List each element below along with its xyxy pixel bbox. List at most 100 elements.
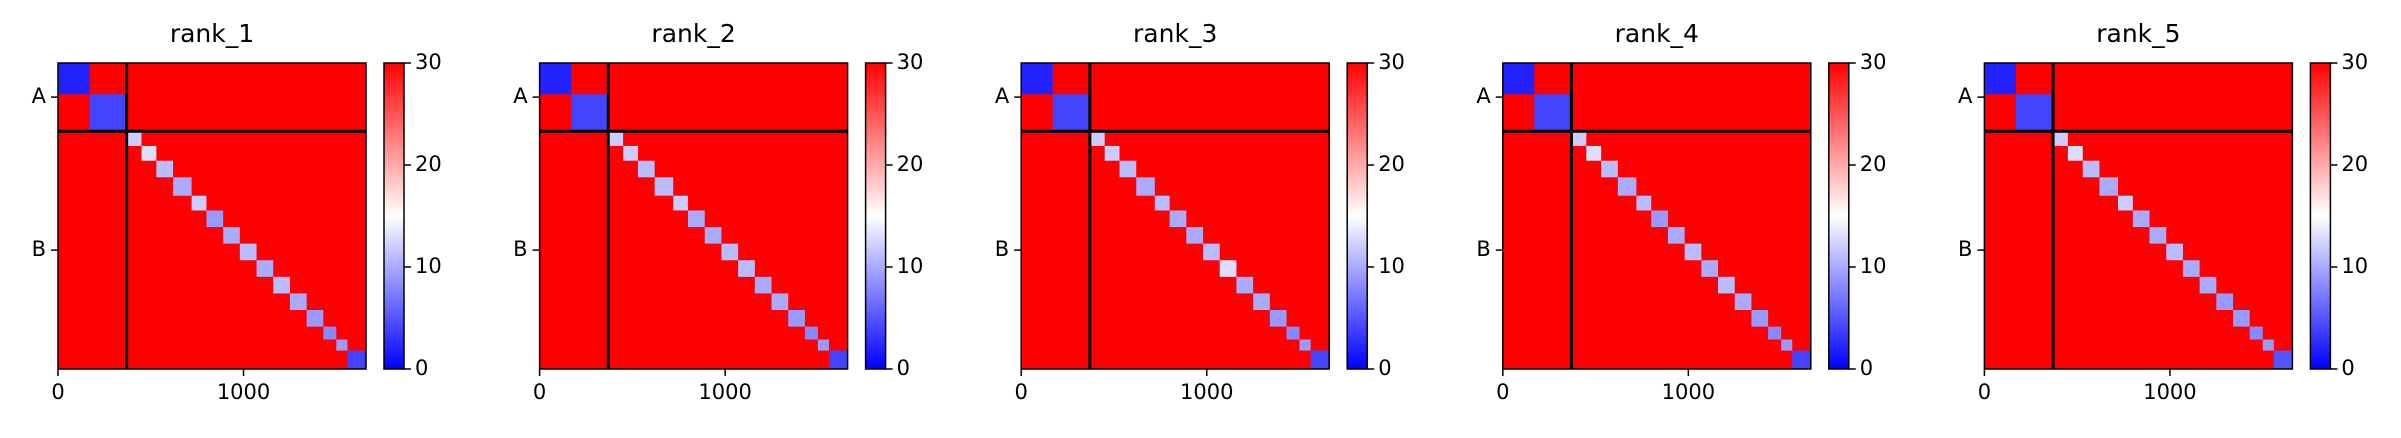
heatmap-block — [1219, 260, 1237, 277]
colorbar-tick-label: 30 — [2341, 50, 2368, 74]
panel-title: rank_4 — [1615, 19, 1699, 48]
heatmap-block — [1751, 310, 1769, 327]
panel: rank_5 0 1000 A B 0 10 20 30 — [1958, 19, 2368, 404]
heatmap-block — [1104, 145, 1120, 161]
heatmap-block — [2053, 131, 2068, 146]
heatmap-block — [1781, 339, 1793, 351]
y-tick-label: A — [32, 84, 47, 108]
heatmap-block — [1299, 339, 1311, 351]
colorbar-tick-label: 20 — [1378, 152, 1405, 176]
colorbar-tick-label: 0 — [1860, 356, 1873, 380]
heatmap-block — [1534, 94, 1572, 132]
heatmap-block — [1310, 350, 1330, 369]
heatmap-block — [608, 131, 624, 146]
heatmap-block — [804, 326, 818, 340]
x-tick-label: 0 — [1015, 380, 1028, 404]
heatmap-block — [1203, 243, 1220, 261]
heatmap-block — [688, 210, 705, 228]
heatmap-block — [2067, 145, 2083, 161]
x-tick-label: 0 — [51, 380, 64, 404]
heatmap-block — [2233, 310, 2250, 327]
colorbar-tick-label: 30 — [1860, 50, 1887, 74]
heatmap-block — [704, 227, 722, 244]
panel-title: rank_1 — [170, 19, 254, 48]
plot-frame — [1983, 62, 2294, 370]
heatmap-block — [1169, 210, 1187, 228]
heatmap-block — [1253, 293, 1270, 311]
heatmap-block — [347, 350, 366, 369]
colorbar-tick-label: 30 — [415, 50, 442, 74]
x-tick-label: 0 — [533, 380, 546, 404]
heatmap-block — [58, 63, 90, 95]
colorbar-tick-label: 0 — [2341, 356, 2354, 380]
heatmap-block — [2117, 195, 2133, 211]
colorbar-tick-label: 20 — [2341, 152, 2368, 176]
heatmap-block — [1269, 310, 1287, 327]
x-tick-label: 0 — [1978, 380, 1991, 404]
y-tick-label: B — [1958, 237, 1972, 261]
heatmap-block — [1651, 210, 1668, 228]
x-tick-label: 1000 — [2143, 380, 2196, 404]
heatmap-block — [223, 227, 240, 244]
panel: rank_2 0 1000 A B 0 10 20 30 — [513, 19, 923, 404]
heatmap-block — [1792, 350, 1811, 369]
colorbar-tick-label: 10 — [415, 254, 442, 278]
colorbar-tick-label: 0 — [897, 356, 910, 380]
heatmap-block — [673, 195, 689, 211]
heatmap-block — [1718, 276, 1735, 294]
plot-frame — [1020, 62, 1330, 370]
colorbar-tick-label: 20 — [415, 152, 442, 176]
heatmap-block — [1089, 131, 1105, 146]
x-tick-label: 1000 — [698, 380, 751, 404]
heatmap-block — [323, 326, 337, 340]
plot-frame — [57, 62, 367, 370]
heatmap-block — [771, 293, 789, 311]
heatmap-block — [1768, 326, 1782, 340]
heatmap-block — [637, 160, 655, 178]
heatmap-block — [173, 177, 192, 196]
heatmap-block — [239, 243, 257, 261]
panel-title: rank_5 — [2096, 19, 2180, 48]
heatmap-block — [721, 243, 739, 261]
heatmap-block — [2166, 243, 2183, 261]
x-tick-label: 0 — [1496, 380, 1509, 404]
panel: rank_1 0 1000 A B 0 10 20 30 — [32, 19, 442, 404]
heatmap-block — [2262, 339, 2274, 351]
colorbar-tick-label: 10 — [2341, 254, 2368, 278]
heatmap-block — [89, 94, 127, 132]
panel: rank_4 0 1000 A B 0 10 20 30 — [1476, 19, 1886, 404]
heatmap-block — [1984, 63, 2016, 95]
heatmap-block — [256, 260, 274, 277]
heatmap-block — [1701, 260, 1719, 277]
heatmap-block — [654, 177, 674, 196]
plot-frame — [1502, 62, 1812, 370]
heatmap-block — [817, 339, 830, 351]
y-tick-label: A — [995, 84, 1010, 108]
colorbar-tick-label: 30 — [897, 50, 924, 74]
heatmap-block — [539, 63, 572, 95]
heatmap-block — [289, 293, 307, 311]
heatmap-block — [1667, 227, 1685, 244]
heatmap-block — [1684, 243, 1702, 261]
heatmap-block — [1734, 293, 1752, 311]
heatmap-block — [1617, 177, 1637, 196]
colorbar-tick-label: 0 — [415, 356, 428, 380]
y-tick-label: B — [32, 237, 46, 261]
heatmap-block — [788, 310, 805, 327]
heatmap-block — [273, 276, 290, 294]
colorbar-tick-label: 20 — [897, 152, 924, 176]
heatmap-block — [2099, 177, 2118, 196]
y-tick-label: A — [513, 84, 528, 108]
y-tick-label: B — [995, 237, 1009, 261]
heatmap-block — [1154, 195, 1170, 211]
heatmap-block — [1571, 131, 1587, 146]
heatmap-block — [156, 160, 174, 178]
heatmap-block — [2149, 227, 2167, 244]
panel-title: rank_2 — [651, 19, 735, 48]
heatmap-block — [126, 131, 142, 146]
y-tick-label: A — [1958, 84, 1973, 108]
x-tick-label: 1000 — [1180, 380, 1233, 404]
heatmap-block — [1586, 145, 1602, 161]
x-tick-label: 1000 — [1662, 380, 1715, 404]
